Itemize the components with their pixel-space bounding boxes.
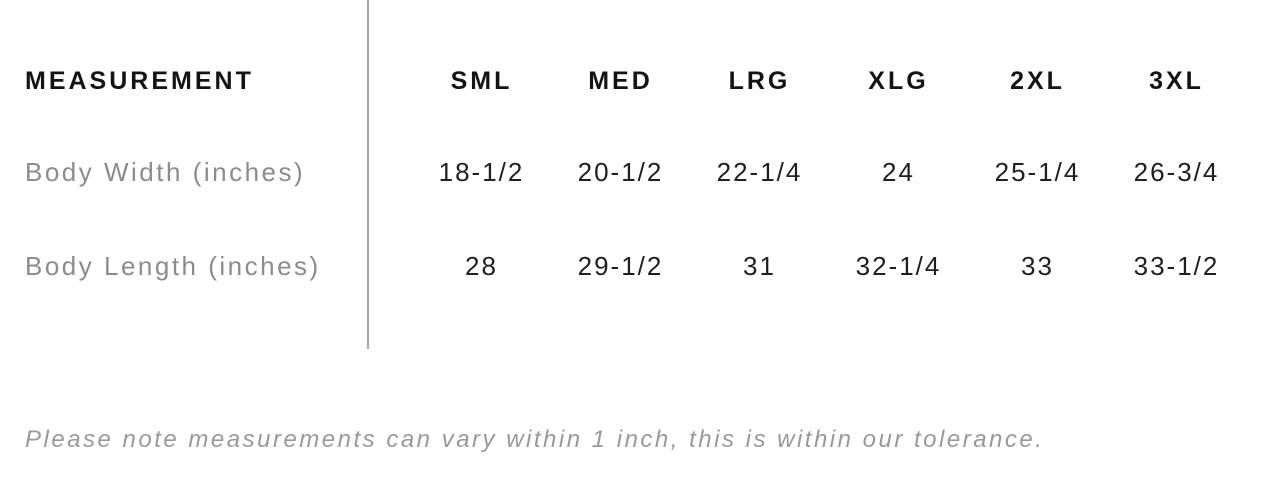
size-value-cell: 33-1/2 [1133, 251, 1220, 281]
table-row-body-length: Body Length (inches) 28 29-1/2 31 32-1/4… [0, 252, 1246, 280]
size-value-cell: 20-1/2 [577, 157, 664, 187]
size-column-header-sml: SML [450, 67, 513, 95]
size-value-cell: 26-3/4 [1133, 157, 1220, 187]
size-column-header-2xl: 2XL [1010, 67, 1065, 95]
size-column-header-xlg: XLG [868, 67, 929, 95]
size-value-cell: 22-1/4 [716, 157, 803, 187]
tolerance-note: Please note measurements can vary within… [25, 426, 1045, 453]
row-label: Body Length (inches) [25, 251, 321, 281]
table-row-body-width: Body Width (inches) 18-1/2 20-1/2 22-1/4… [0, 158, 1246, 186]
size-value-cell: 32-1/4 [855, 251, 942, 281]
size-chart-header-row: MEASUREMENT SML MED LRG XLG 2XL 3XL [0, 67, 1246, 95]
size-value-cell: 18-1/2 [438, 157, 525, 187]
size-column-header-3xl: 3XL [1149, 67, 1204, 95]
size-value-cell: 25-1/4 [994, 157, 1081, 187]
row-label: Body Width (inches) [25, 157, 306, 187]
measurement-header: MEASUREMENT [25, 67, 254, 95]
size-column-header-med: MED [588, 67, 653, 95]
size-value-cell: 24 [882, 157, 915, 187]
size-value-cell: 31 [743, 251, 776, 281]
column-divider [367, 0, 369, 349]
size-column-header-lrg: LRG [728, 67, 791, 95]
size-value-cell: 33 [1021, 251, 1054, 281]
size-value-cell: 28 [465, 251, 498, 281]
size-value-cell: 29-1/2 [577, 251, 664, 281]
